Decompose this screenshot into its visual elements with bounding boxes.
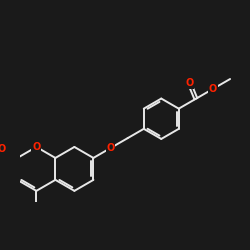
Text: O: O — [209, 84, 217, 94]
Text: O: O — [32, 142, 40, 152]
Text: O: O — [106, 143, 115, 153]
Text: O: O — [186, 78, 194, 88]
Text: O: O — [0, 144, 5, 154]
